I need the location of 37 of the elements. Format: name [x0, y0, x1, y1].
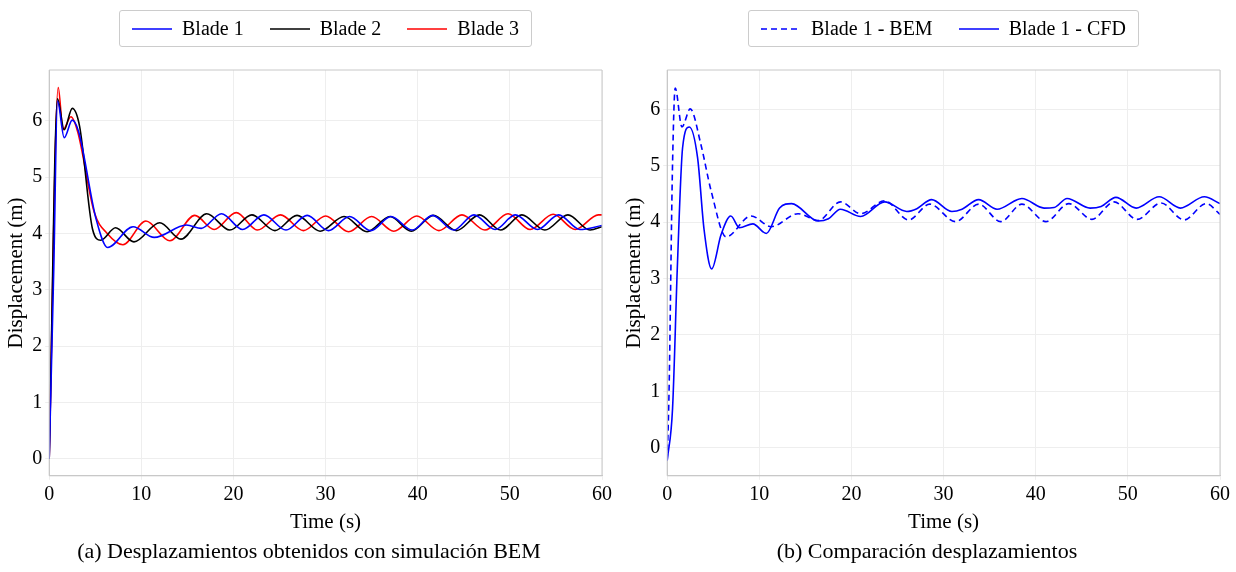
x-tick-label: 20: [223, 482, 244, 505]
x-tick-label: 50: [499, 482, 520, 505]
x-tick-label: 60: [1210, 482, 1230, 505]
y-tick-label: 6: [32, 107, 43, 130]
y-tick-label: 3: [650, 265, 661, 288]
text: (b) Comparación desplazamientos: [775, 538, 1079, 564]
legend-label: Blade 3: [457, 17, 519, 40]
y-tick-label: 0: [650, 434, 661, 457]
x-tick-label: 20: [841, 482, 862, 505]
y-tick-label: 5: [32, 164, 43, 187]
y-tick-label: 0: [32, 446, 43, 469]
legend-label: Blade 2: [319, 17, 382, 40]
y-tick-label: 2: [650, 322, 661, 345]
text: (a) Desplazamientos obtenidos con simulación BEM: [76, 538, 542, 564]
x-tick-label: 40: [1025, 482, 1046, 505]
x-tick-label: 10: [749, 482, 770, 505]
x-tick-label: 50: [1117, 482, 1138, 505]
y-tick-label: 1: [32, 389, 43, 412]
y-tick-label: 2: [32, 333, 43, 356]
y-tick-label: 4: [650, 209, 661, 232]
x-tick-label: 10: [131, 482, 152, 505]
legend-label: Blade 1: [182, 17, 244, 40]
x-tick-label: 30: [315, 482, 336, 505]
x-axis-title: Time (s): [908, 508, 980, 533]
x-axis-title: Time (s): [290, 508, 362, 533]
y-axis-title: Displacement (m): [621, 197, 646, 349]
y-tick-label: 3: [32, 277, 43, 300]
y-tick-label: 5: [650, 153, 661, 176]
y-tick-label: 6: [650, 96, 661, 119]
legend-label: Blade 1 - BEM: [811, 17, 933, 40]
y-tick-label: 1: [650, 378, 661, 401]
x-tick-label: 30: [933, 482, 954, 505]
y-tick-label: 4: [32, 220, 43, 243]
legend-label: Blade 1 - CFD: [1008, 17, 1126, 40]
y-axis-title: Displacement (m): [3, 197, 28, 349]
x-tick-label: 60: [592, 482, 612, 505]
x-tick-label: 40: [407, 482, 428, 505]
